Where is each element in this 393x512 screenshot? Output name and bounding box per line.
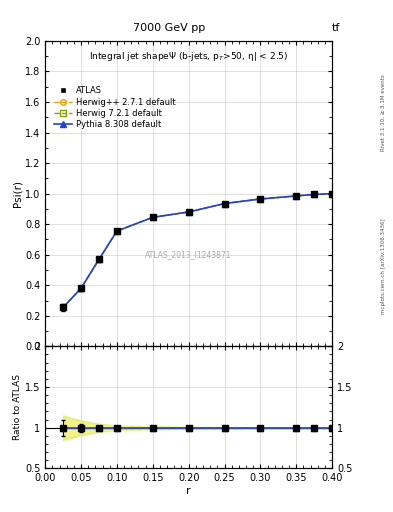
Text: Integral jet shapeΨ (b-jets, p$_T$>50, η| < 2.5): Integral jet shapeΨ (b-jets, p$_T$>50, η… — [89, 50, 288, 63]
Text: Rivet 3.1.10, ≥ 3.1M events: Rivet 3.1.10, ≥ 3.1M events — [381, 74, 386, 151]
Y-axis label: Psi(r): Psi(r) — [12, 180, 22, 207]
X-axis label: r: r — [186, 486, 191, 496]
Y-axis label: Ratio to ATLAS: Ratio to ATLAS — [13, 374, 22, 440]
Text: 7000 GeV pp: 7000 GeV pp — [133, 23, 205, 33]
Text: tf: tf — [332, 23, 340, 33]
Text: mcplots.cern.ch [arXiv:1306.3436]: mcplots.cern.ch [arXiv:1306.3436] — [381, 219, 386, 314]
Legend: ATLAS, Herwig++ 2.7.1 default, Herwig 7.2.1 default, Pythia 8.308 default: ATLAS, Herwig++ 2.7.1 default, Herwig 7.… — [52, 85, 177, 131]
Text: ATLAS_2013_I1243871: ATLAS_2013_I1243871 — [145, 250, 232, 259]
